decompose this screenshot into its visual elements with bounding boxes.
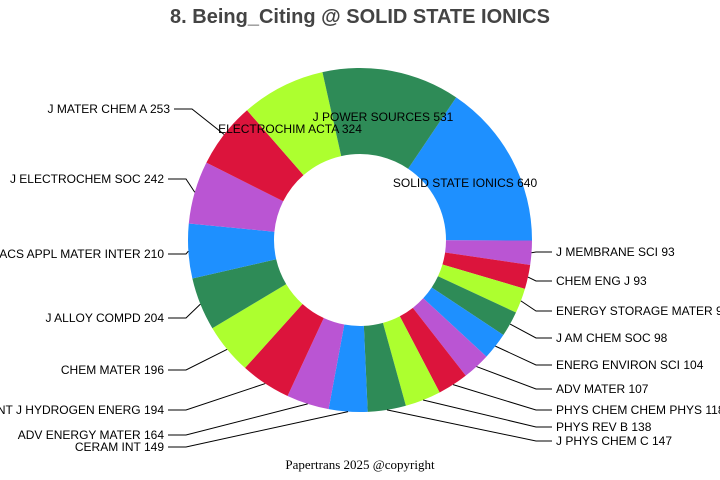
- leader-line: [452, 384, 552, 411]
- donut-slice: [212, 284, 303, 368]
- donut-slice: [363, 322, 406, 412]
- donut-slice: [192, 259, 287, 329]
- slice-label: J MEMBRANE SCI 93: [556, 245, 675, 259]
- slice-label: J ELECTROCHEM SOC 242: [10, 172, 164, 186]
- leader-line: [174, 108, 225, 135]
- slice-label: CHEM MATER 196: [61, 363, 164, 377]
- donut-slice: [188, 162, 284, 232]
- leader-line: [168, 250, 189, 255]
- leader-line: [476, 366, 552, 390]
- chart-title: 8. Being_Citing @ SOLID STATE IONICS: [170, 6, 550, 28]
- donut-slice: [206, 110, 304, 202]
- slice-label: ACS APPL MATER INTER 210: [0, 247, 164, 261]
- slice-label: ADV ENERGY MATER 164: [18, 428, 165, 442]
- donut-slice: [442, 252, 531, 289]
- donut-slice: [399, 307, 466, 393]
- slice-label: SOLID STATE IONICS 640: [393, 176, 538, 190]
- slice-label: J PHYS CHEM C 147: [556, 434, 672, 448]
- slice-label: J POWER SOURCES 531: [313, 110, 454, 124]
- donut-slice: [245, 303, 324, 396]
- slice-label: ELECTROCHIM ACTA 324: [218, 122, 362, 136]
- leader-line: [386, 409, 552, 442]
- slice-label: ENERG ENVIRON SCI 104: [556, 358, 704, 372]
- donut-slice: [247, 72, 342, 176]
- leader-line: [168, 383, 266, 411]
- donut-slice: [423, 287, 504, 357]
- donut-slice: [328, 324, 368, 412]
- donut-slice: [322, 68, 457, 169]
- leader-line: [168, 303, 201, 319]
- leader-line: [527, 276, 552, 282]
- slice-label: CERAM INT 149: [75, 440, 164, 454]
- slice-label: PHYS REV B 138: [556, 420, 652, 434]
- donut-slice: [431, 276, 516, 336]
- donut-slice: [437, 264, 525, 313]
- leader-line: [531, 251, 552, 254]
- donut-slice: [408, 97, 532, 241]
- slice-label: J MATER CHEM A 253: [48, 102, 171, 116]
- slice-label: ENERGY STORAGE MATER 96: [556, 304, 720, 318]
- copyright-footer: Papertrans 2025 @copyright: [285, 457, 435, 472]
- leader-line: [495, 345, 552, 366]
- slice-label: INT J HYDROGEN ENERG 194: [0, 403, 164, 417]
- leader-line: [168, 411, 349, 448]
- donut-slice: [445, 240, 532, 265]
- leader-line: [168, 403, 308, 436]
- slice-label: ADV MATER 107: [556, 382, 649, 396]
- leader-line: [422, 399, 552, 428]
- leader-line: [520, 300, 552, 312]
- slice-label: J AM CHEM SOC 98: [556, 331, 668, 345]
- leader-line: [168, 178, 196, 193]
- leader-line: [168, 348, 228, 371]
- donut-slice: [188, 223, 277, 279]
- donut-slice: [412, 298, 487, 376]
- slice-label: CHEM ENG J 93: [556, 274, 647, 288]
- slice-label: PHYS CHEM CHEM PHYS 118: [556, 403, 720, 417]
- donut-slice: [287, 317, 345, 410]
- slice-label: J ALLOY COMPD 204: [46, 311, 165, 325]
- leader-line: [509, 323, 552, 339]
- donut-slice: [382, 316, 440, 406]
